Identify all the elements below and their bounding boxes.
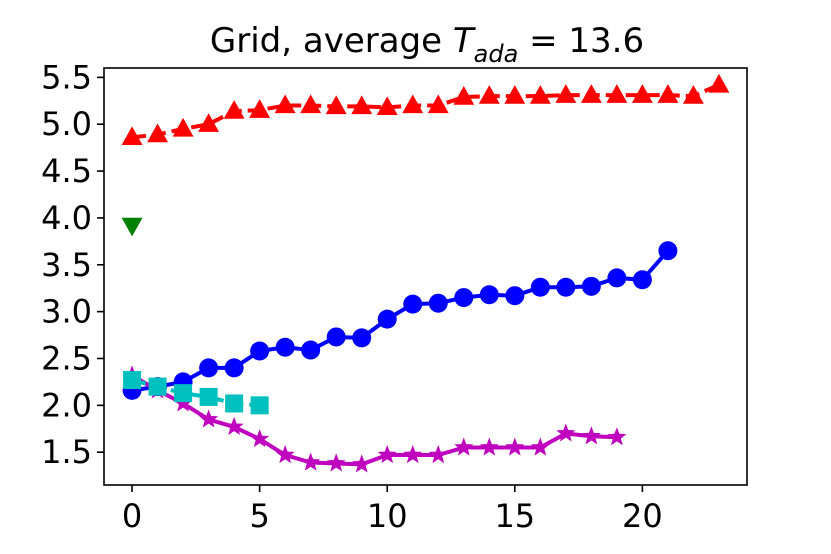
chart-title-suffix: = 13.6: [518, 21, 644, 61]
y-tick-label: 3.5: [41, 246, 92, 284]
y-tick-label: 4.5: [41, 152, 92, 190]
plot-frame: [103, 67, 748, 486]
data-point-magenta-star: [607, 427, 627, 446]
data-point-blue-circle: [275, 337, 295, 357]
y-tick-label: 5.5: [41, 58, 92, 96]
data-point-blue-circle: [403, 294, 423, 314]
data-point-magenta-star: [530, 437, 550, 456]
series-blue-circle: [122, 241, 678, 400]
data-point-blue-circle: [479, 285, 499, 305]
x-tick-label: 0: [122, 497, 142, 535]
data-point-red-triangle-up: [325, 95, 347, 115]
data-point-red-triangle-up: [453, 86, 475, 105]
data-point-magenta-star: [479, 437, 499, 456]
series-red-triangle-up: [121, 73, 730, 146]
data-point-cyan-square: [199, 387, 218, 406]
data-point-magenta-star: [581, 426, 601, 445]
data-point-red-triangle-up: [708, 73, 730, 93]
data-point-green-triangle-down: [121, 217, 143, 237]
data-point-red-triangle-up: [351, 95, 373, 115]
data-point-magenta-star: [199, 409, 219, 428]
data-point-magenta-star: [301, 452, 321, 471]
data-point-magenta-star: [250, 429, 270, 448]
data-point-blue-circle: [505, 286, 525, 306]
data-point-magenta-star: [505, 437, 525, 456]
data-point-red-triangle-up: [478, 85, 500, 104]
y-tick-label: 3.0: [41, 293, 92, 331]
data-point-blue-circle: [428, 293, 448, 313]
data-point-magenta-star: [556, 423, 576, 442]
chart-title-symbol: T: [453, 21, 476, 61]
data-point-blue-circle: [199, 358, 219, 378]
chart-title-subscript: ada: [474, 40, 519, 68]
data-point-red-triangle-up: [555, 84, 577, 103]
data-point-red-triangle-up: [580, 84, 602, 103]
data-point-blue-circle: [556, 277, 576, 297]
data-point-blue-circle: [301, 340, 321, 360]
data-point-magenta-star: [326, 453, 346, 472]
data-point-magenta-star: [352, 454, 372, 473]
data-point-blue-circle: [632, 270, 652, 290]
data-point-red-triangle-up: [198, 113, 220, 132]
data-point-cyan-square: [174, 384, 193, 403]
series-cyan-square: [123, 371, 269, 415]
data-point-red-triangle-up: [402, 94, 424, 114]
data-point-red-triangle-up: [427, 94, 449, 114]
data-point-cyan-square: [123, 371, 142, 390]
data-point-red-triangle-up: [631, 84, 653, 103]
data-point-red-triangle-up: [606, 84, 628, 103]
data-point-red-triangle-up: [121, 126, 143, 146]
data-point-blue-circle: [326, 327, 346, 347]
data-point-magenta-star: [173, 393, 193, 412]
data-point-red-triangle-up: [223, 100, 245, 119]
y-tick-label: 2.5: [41, 339, 92, 377]
data-point-magenta-star: [275, 445, 295, 464]
data-point-blue-circle: [607, 268, 627, 288]
data-point-red-triangle-up: [376, 96, 398, 116]
data-point-red-triangle-up: [249, 99, 271, 118]
data-point-red-triangle-up: [504, 85, 526, 104]
y-tick-label: 5.0: [41, 105, 92, 143]
y-tick-label: 1.5: [41, 433, 92, 471]
data-point-cyan-square: [250, 396, 269, 415]
series-line-red-triangle-up: [131, 83, 720, 140]
y-tick-label: 4.0: [41, 199, 92, 237]
x-tick-label: 10: [367, 497, 408, 535]
chart-title-prefix: Grid, average: [210, 21, 453, 61]
data-point-red-triangle-up: [274, 94, 296, 114]
data-point-cyan-square: [148, 377, 167, 396]
data-point-blue-circle: [454, 288, 474, 308]
data-point-blue-circle: [352, 328, 372, 348]
data-point-blue-circle: [530, 277, 550, 297]
x-tick-label: 20: [622, 497, 663, 535]
x-tick-label: 5: [249, 497, 269, 535]
series-magenta-star: [122, 365, 627, 473]
data-point-magenta-star: [377, 445, 397, 464]
data-point-red-triangle-up: [657, 84, 679, 103]
data-point-red-triangle-up: [172, 117, 194, 137]
x-tick-label: 15: [494, 497, 535, 535]
data-point-cyan-square: [225, 394, 244, 413]
x-axis: 0 5 10 15 20: [122, 485, 663, 535]
data-point-magenta-star: [428, 445, 448, 464]
y-tick-label: 2.0: [41, 386, 92, 424]
data-point-blue-circle: [581, 276, 601, 296]
data-point-red-triangle-up: [682, 85, 704, 104]
data-point-blue-circle: [250, 341, 270, 361]
data-point-magenta-star: [224, 416, 244, 435]
y-axis: 1.5 2.0 2.5 3.0 3.5 4.0 4.5 5.0 5.5: [41, 58, 104, 471]
data-point-magenta-star: [403, 445, 423, 464]
data-point-blue-circle: [377, 309, 397, 329]
series-green-triangle-down: [121, 217, 143, 237]
chart-title: Grid, average Tada = 13.6: [210, 21, 644, 68]
data-point-blue-circle: [224, 358, 244, 378]
data-point-red-triangle-up: [529, 85, 551, 104]
series-line-blue-circle: [131, 249, 670, 393]
data-point-magenta-star: [454, 437, 474, 456]
plot-series: [121, 73, 730, 473]
data-point-red-triangle-up: [147, 123, 169, 143]
data-point-blue-circle: [658, 241, 678, 261]
data-point-red-triangle-up: [300, 94, 322, 114]
